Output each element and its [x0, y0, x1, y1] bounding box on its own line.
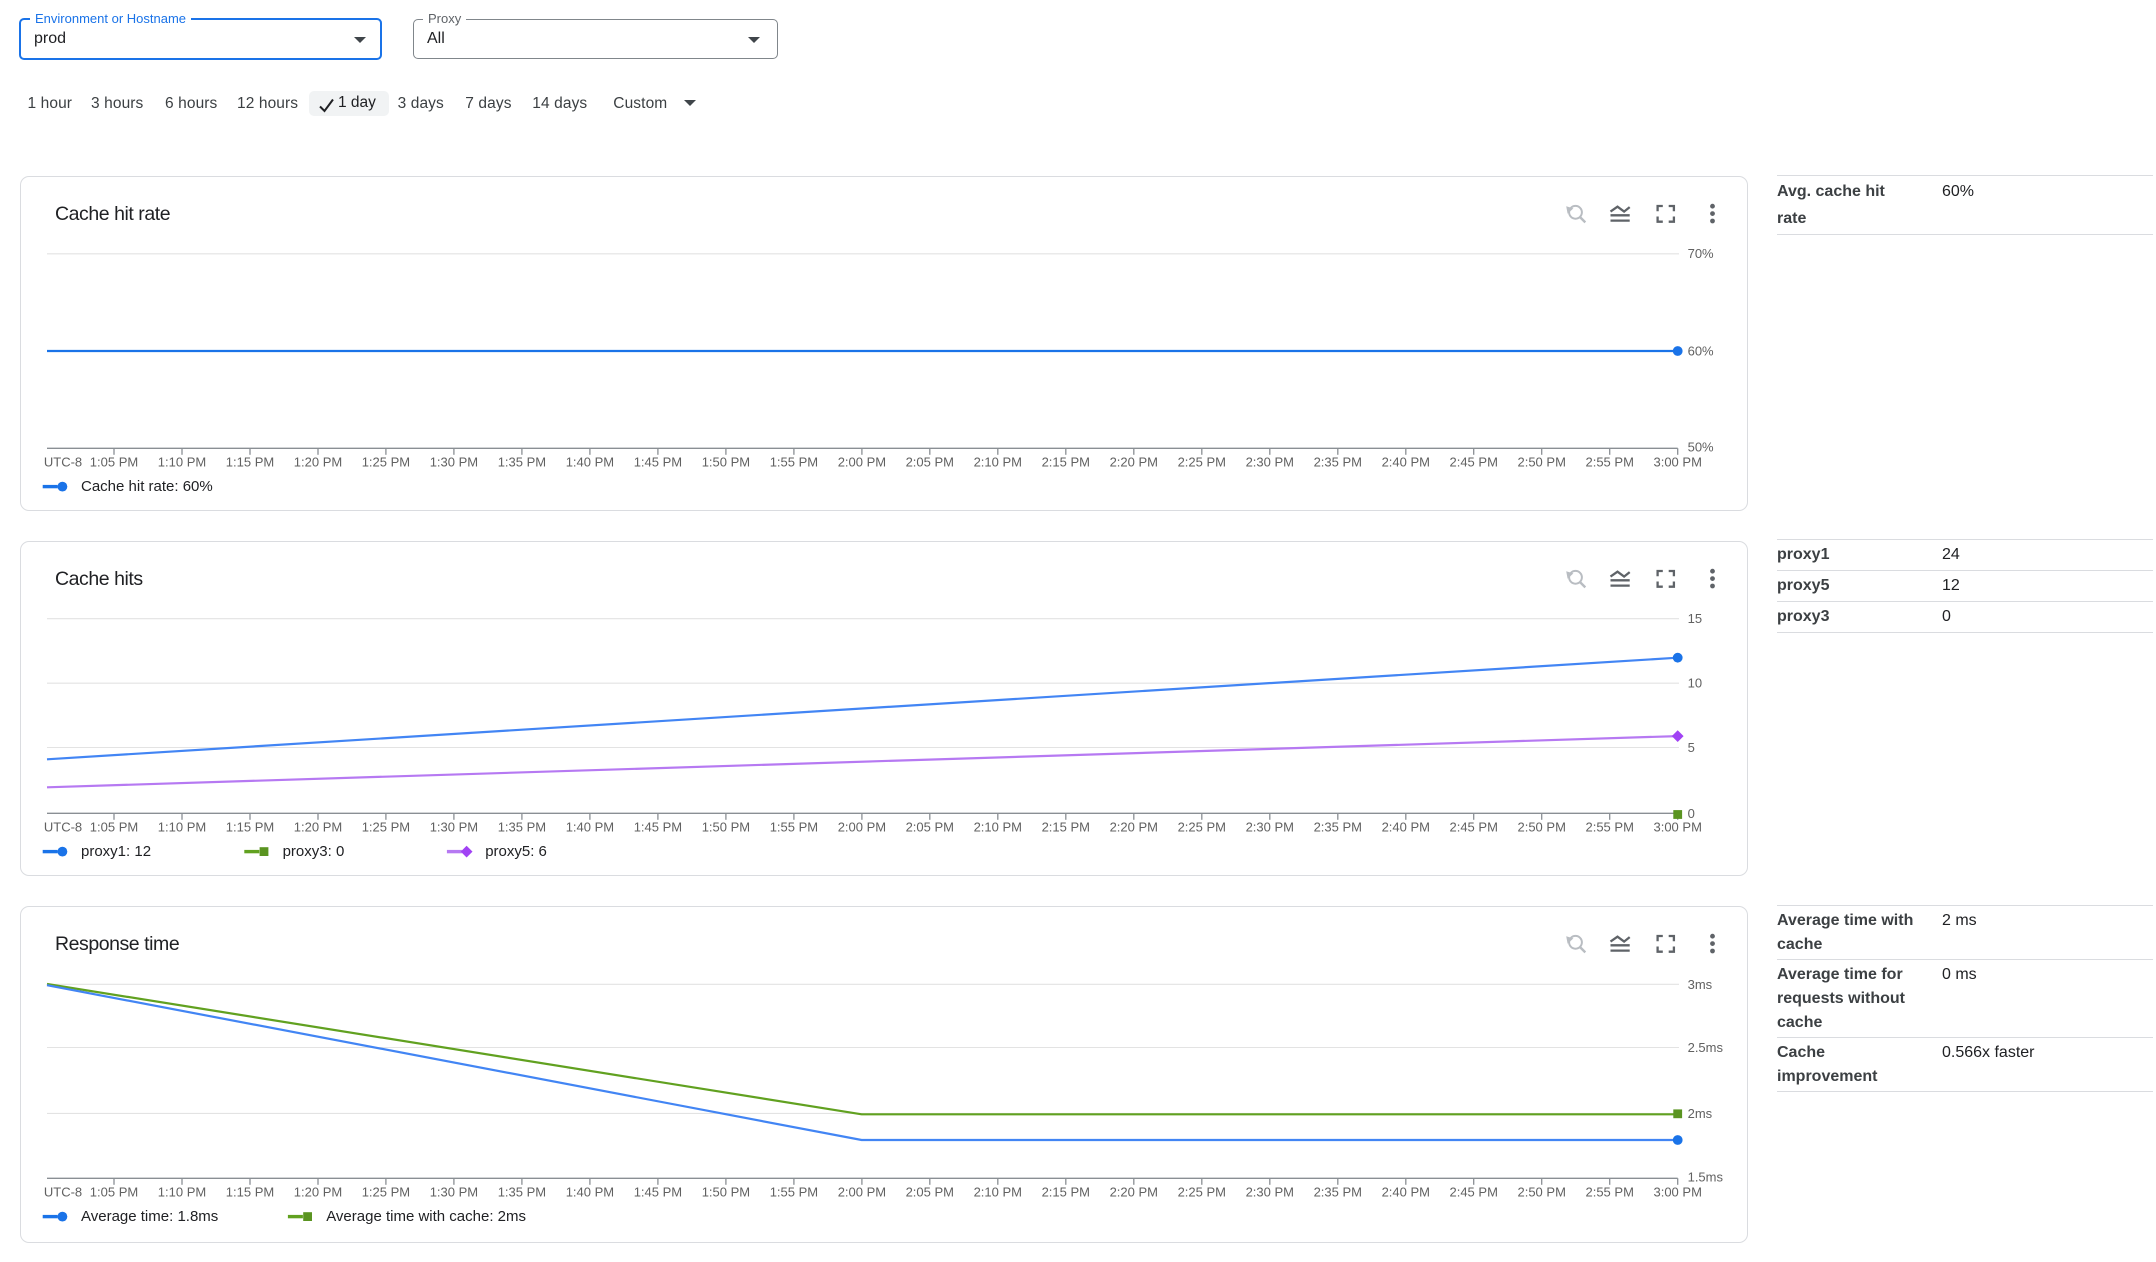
svg-text:2:10 PM: 2:10 PM — [974, 1185, 1022, 1200]
svg-text:proxy5: 6: proxy5: 6 — [485, 843, 547, 860]
svg-text:1:05 PM: 1:05 PM — [90, 1185, 138, 1200]
svg-text:2:25 PM: 2:25 PM — [1178, 455, 1226, 470]
svg-text:3:00 PM: 3:00 PM — [1653, 820, 1701, 835]
svg-text:2:15 PM: 2:15 PM — [1042, 455, 1090, 470]
svg-text:0: 0 — [1688, 806, 1695, 821]
svg-text:2:05 PM: 2:05 PM — [906, 820, 954, 835]
svg-text:1:05 PM: 1:05 PM — [90, 820, 138, 835]
svg-text:3ms: 3ms — [1688, 977, 1713, 992]
svg-text:1.5ms: 1.5ms — [1688, 1170, 1724, 1185]
svg-text:2:40 PM: 2:40 PM — [1382, 1185, 1430, 1200]
svg-text:1:50 PM: 1:50 PM — [702, 455, 750, 470]
svg-text:2:40 PM: 2:40 PM — [1382, 455, 1430, 470]
svg-text:2:05 PM: 2:05 PM — [906, 455, 954, 470]
svg-text:2:55 PM: 2:55 PM — [1585, 455, 1633, 470]
svg-text:2:35 PM: 2:35 PM — [1314, 1185, 1362, 1200]
svg-text:70%: 70% — [1688, 246, 1714, 261]
svg-text:1:05 PM: 1:05 PM — [90, 455, 138, 470]
svg-text:Cache hit rate: Cache hit rate — [55, 203, 170, 225]
svg-text:1:10 PM: 1:10 PM — [158, 1185, 206, 1200]
svg-text:2:50 PM: 2:50 PM — [1517, 1185, 1565, 1200]
svg-text:Response time: Response time — [55, 933, 179, 955]
svg-text:2:55 PM: 2:55 PM — [1585, 1185, 1633, 1200]
svg-text:2:25 PM: 2:25 PM — [1178, 820, 1226, 835]
svg-text:1:45 PM: 1:45 PM — [634, 820, 682, 835]
svg-text:5: 5 — [1688, 740, 1695, 755]
svg-text:1:25 PM: 1:25 PM — [362, 455, 410, 470]
svg-text:15: 15 — [1688, 611, 1702, 626]
svg-text:1:15 PM: 1:15 PM — [226, 455, 274, 470]
svg-text:1:40 PM: 1:40 PM — [566, 820, 614, 835]
svg-text:2:50 PM: 2:50 PM — [1517, 455, 1565, 470]
svg-text:1:50 PM: 1:50 PM — [702, 1185, 750, 1200]
svg-text:1:30 PM: 1:30 PM — [430, 1185, 478, 1200]
svg-text:1:45 PM: 1:45 PM — [634, 455, 682, 470]
svg-text:50%: 50% — [1688, 440, 1714, 455]
svg-text:Average time: 1.8ms: Average time: 1.8ms — [81, 1208, 218, 1225]
svg-text:1:15 PM: 1:15 PM — [226, 820, 274, 835]
svg-text:2:35 PM: 2:35 PM — [1314, 820, 1362, 835]
svg-text:1:55 PM: 1:55 PM — [770, 820, 818, 835]
svg-text:UTC-8: UTC-8 — [44, 455, 82, 470]
svg-text:1:10 PM: 1:10 PM — [158, 820, 206, 835]
svg-text:2:00 PM: 2:00 PM — [838, 820, 886, 835]
svg-text:2:05 PM: 2:05 PM — [906, 1185, 954, 1200]
svg-text:2:35 PM: 2:35 PM — [1314, 455, 1362, 470]
svg-text:1:55 PM: 1:55 PM — [770, 1185, 818, 1200]
svg-text:60%: 60% — [1688, 344, 1714, 359]
svg-text:1:10 PM: 1:10 PM — [158, 455, 206, 470]
svg-text:1:40 PM: 1:40 PM — [566, 1185, 614, 1200]
svg-text:1:20 PM: 1:20 PM — [294, 455, 342, 470]
svg-text:2:50 PM: 2:50 PM — [1517, 820, 1565, 835]
svg-text:1:45 PM: 1:45 PM — [634, 1185, 682, 1200]
svg-text:1:30 PM: 1:30 PM — [430, 455, 478, 470]
svg-text:2:10 PM: 2:10 PM — [974, 820, 1022, 835]
svg-text:Cache hits: Cache hits — [55, 568, 143, 590]
svg-text:2:15 PM: 2:15 PM — [1042, 820, 1090, 835]
svg-text:2:20 PM: 2:20 PM — [1110, 455, 1158, 470]
svg-text:2:45 PM: 2:45 PM — [1449, 455, 1497, 470]
svg-text:2:20 PM: 2:20 PM — [1110, 1185, 1158, 1200]
svg-text:2:55 PM: 2:55 PM — [1585, 820, 1633, 835]
svg-text:1:50 PM: 1:50 PM — [702, 820, 750, 835]
svg-text:3:00 PM: 3:00 PM — [1653, 1185, 1701, 1200]
svg-text:proxy3: 0: proxy3: 0 — [283, 843, 345, 860]
svg-text:2ms: 2ms — [1688, 1106, 1713, 1121]
svg-text:1:35 PM: 1:35 PM — [498, 820, 546, 835]
svg-text:1:20 PM: 1:20 PM — [294, 1185, 342, 1200]
svg-text:2:20 PM: 2:20 PM — [1110, 820, 1158, 835]
svg-text:2:30 PM: 2:30 PM — [1246, 1185, 1294, 1200]
svg-text:2:40 PM: 2:40 PM — [1382, 820, 1430, 835]
svg-text:proxy1: 12: proxy1: 12 — [81, 843, 151, 860]
svg-text:1:20 PM: 1:20 PM — [294, 820, 342, 835]
svg-text:1:35 PM: 1:35 PM — [498, 1185, 546, 1200]
svg-text:Cache hit rate: 60%: Cache hit rate: 60% — [81, 478, 213, 495]
svg-text:1:25 PM: 1:25 PM — [362, 1185, 410, 1200]
svg-text:2:45 PM: 2:45 PM — [1449, 820, 1497, 835]
svg-text:2:30 PM: 2:30 PM — [1246, 820, 1294, 835]
svg-text:2:15 PM: 2:15 PM — [1042, 1185, 1090, 1200]
svg-text:2:45 PM: 2:45 PM — [1449, 1185, 1497, 1200]
svg-text:2:10 PM: 2:10 PM — [974, 455, 1022, 470]
svg-text:UTC-8: UTC-8 — [44, 1185, 82, 1200]
svg-text:1:30 PM: 1:30 PM — [430, 820, 478, 835]
svg-text:2:25 PM: 2:25 PM — [1178, 1185, 1226, 1200]
svg-text:2:00 PM: 2:00 PM — [838, 455, 886, 470]
svg-text:1:55 PM: 1:55 PM — [770, 455, 818, 470]
svg-text:2:00 PM: 2:00 PM — [838, 1185, 886, 1200]
svg-text:1:35 PM: 1:35 PM — [498, 455, 546, 470]
svg-text:2.5ms: 2.5ms — [1688, 1040, 1724, 1055]
svg-text:UTC-8: UTC-8 — [44, 820, 82, 835]
svg-text:1:40 PM: 1:40 PM — [566, 455, 614, 470]
svg-text:2:30 PM: 2:30 PM — [1246, 455, 1294, 470]
svg-text:1:15 PM: 1:15 PM — [226, 1185, 274, 1200]
svg-text:10: 10 — [1688, 676, 1702, 691]
svg-text:Average time with cache: 2ms: Average time with cache: 2ms — [326, 1208, 526, 1225]
svg-text:1:25 PM: 1:25 PM — [362, 820, 410, 835]
svg-text:3:00 PM: 3:00 PM — [1653, 455, 1701, 470]
